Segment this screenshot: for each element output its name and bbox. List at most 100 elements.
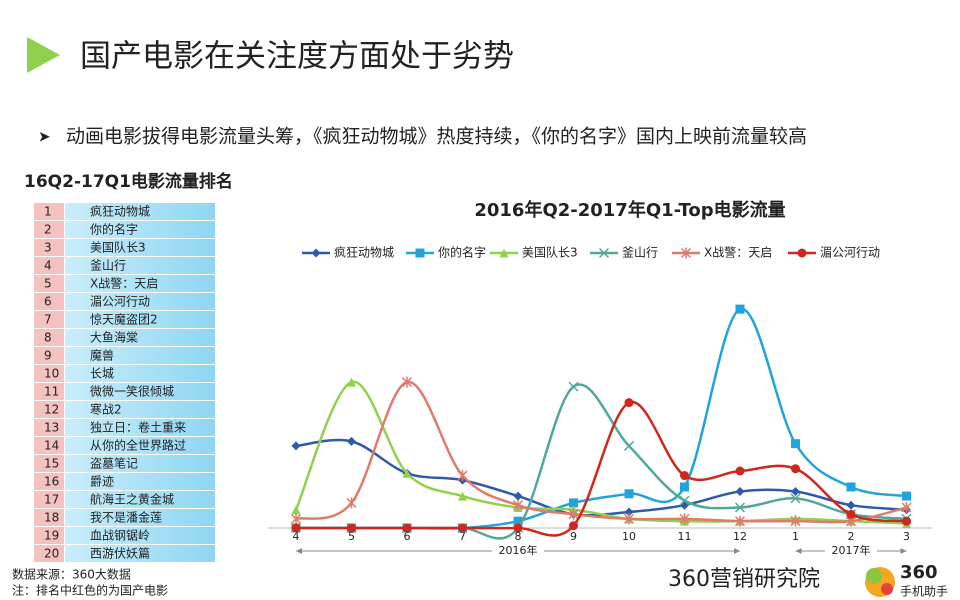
group-arrow (795, 548, 802, 554)
rank: 5 (44, 277, 52, 291)
marker (291, 523, 301, 533)
movie-name: 长城 (90, 367, 114, 381)
series-line (295, 438, 907, 517)
movie-name: 独立日：卷土重来 (90, 420, 186, 435)
movie-name: 我不是潘金莲 (90, 510, 162, 525)
name-cell (65, 545, 215, 562)
marker (569, 498, 578, 508)
marker (499, 248, 509, 258)
bullet-icon: ➤ (38, 128, 51, 146)
rank: 8 (44, 331, 52, 345)
legend-label: 美国队长3 (522, 245, 578, 260)
marker (735, 304, 745, 314)
name-cell (65, 347, 215, 364)
rank: 13 (44, 421, 59, 435)
rank-cell (34, 275, 64, 292)
marker (347, 436, 356, 446)
logo-number: 360 (900, 562, 938, 583)
rank: 20 (44, 547, 59, 561)
rank: 2 (44, 223, 52, 237)
movie-name: 湄公河行动 (90, 295, 150, 309)
group-arrow (734, 548, 740, 554)
marker (568, 381, 579, 392)
name-cell (65, 455, 215, 472)
movie-name: 美国队长3 (90, 240, 146, 255)
x-tick-label: 3 (903, 530, 910, 543)
group-label: 2017年 (832, 543, 871, 557)
rank-cell (34, 203, 64, 220)
x-tick-label: 9 (570, 530, 577, 543)
name-cell (65, 293, 215, 310)
rank: 14 (44, 439, 59, 453)
marker (569, 521, 578, 531)
legend-label: 釜山行 (622, 245, 658, 260)
rank-cell (34, 365, 64, 382)
name-cell (65, 419, 215, 436)
rank-cell (34, 419, 64, 436)
marker (791, 464, 800, 474)
name-cell (65, 383, 215, 400)
rank: 11 (44, 385, 59, 399)
group-arrow (900, 548, 907, 554)
rank-cell (34, 293, 64, 310)
name-cell (65, 203, 215, 220)
rank-cell (34, 455, 64, 472)
marker (415, 248, 425, 258)
rank: 15 (44, 457, 59, 471)
marker (347, 523, 356, 533)
rank: 19 (44, 529, 59, 543)
movie-name: 大鱼海棠 (90, 330, 138, 345)
slide-title: 国产电影在关注度方面处于劣势 (80, 39, 514, 75)
chart-title: 2016年Q2-2017年Q1-Top电影流量 (474, 199, 785, 221)
rank-cell (34, 383, 64, 400)
marker (680, 482, 689, 492)
name-cell (65, 491, 215, 508)
x-tick-label: 5 (348, 530, 355, 543)
rank: 10 (44, 367, 59, 381)
movie-name: 寒战2 (90, 402, 122, 417)
marker (402, 468, 412, 478)
marker (624, 398, 634, 408)
name-cell (65, 257, 215, 274)
rank-cell (34, 311, 64, 328)
rank: 1 (44, 205, 52, 219)
name-cell (65, 365, 215, 382)
marker (346, 497, 357, 509)
marker (679, 513, 690, 525)
marker (680, 247, 692, 259)
marker (790, 515, 801, 527)
x-tick-label: 8 (515, 530, 522, 543)
marker (846, 500, 856, 510)
legend-label: 湄公河行动 (820, 246, 880, 260)
rank: 6 (44, 295, 52, 309)
name-cell (65, 221, 215, 238)
name-cell (65, 473, 215, 490)
name-cell (65, 437, 215, 454)
rank-cell (34, 239, 64, 256)
marker (902, 491, 911, 501)
group-arrow (296, 548, 302, 554)
brand: 360营销研究院 (668, 567, 820, 592)
movie-name: 疯狂动物城 (90, 204, 150, 219)
marker (735, 466, 745, 476)
marker (458, 491, 467, 501)
marker (291, 441, 301, 451)
group-label: 2016年 (499, 543, 538, 557)
rank: 7 (44, 313, 52, 327)
movie-name: 魔兽 (90, 348, 114, 363)
movie-name: 西游伏妖篇 (90, 546, 150, 561)
bullet-text: 动画电影拔得电影流量头筹，《疯狂动物城》热度持续，《你的名字》国内上映前流量较高 (66, 126, 807, 148)
rank-cell (34, 329, 64, 346)
logo-text: 手机助手 (900, 585, 948, 599)
rank-cell (34, 401, 64, 418)
marker (680, 471, 689, 481)
marker (679, 495, 690, 506)
rank-cell (34, 473, 64, 490)
rank-cell (34, 491, 64, 508)
name-cell (65, 401, 215, 418)
marker (513, 491, 523, 501)
marker (402, 523, 412, 533)
x-tick-label: 12 (733, 530, 747, 543)
marker (846, 509, 856, 519)
